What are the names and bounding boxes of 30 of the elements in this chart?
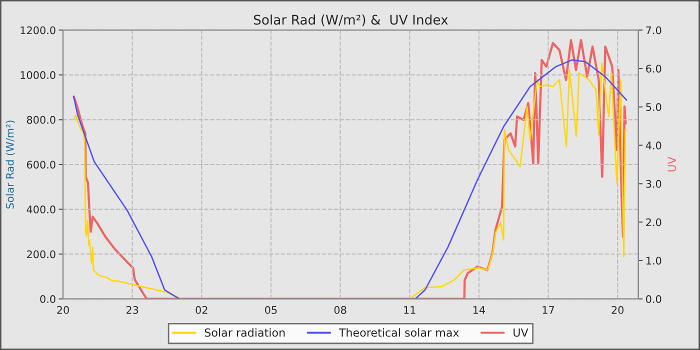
y-tick-label: 800.0	[26, 116, 56, 124]
y-tick-label: 1000.0	[20, 71, 56, 80]
y2-tick-label: 1.0	[646, 256, 662, 265]
y-tick-label: 0.0	[40, 295, 56, 304]
x-tick-label: 17	[542, 306, 554, 314]
y2-tick-label: 0.0	[646, 295, 662, 304]
x-tick-label: 14	[473, 306, 485, 314]
y2-axis-title: UV	[668, 156, 676, 172]
x-tick-label: 20	[57, 306, 69, 314]
y-axis-title: Solar Rad (W/m²)	[6, 120, 16, 209]
x-tick-label: 02	[196, 306, 208, 314]
y2-tick-label: 4.0	[646, 142, 662, 150]
y-tick-label: 600.0	[26, 160, 56, 169]
legend-label: Solar radiation	[204, 328, 285, 337]
x-tick-label: 05	[265, 306, 277, 314]
y2-tick-label: 5.0	[646, 103, 662, 112]
y2-tick-label: 3.0	[646, 180, 662, 188]
y2-tick-label: 6.0	[646, 64, 662, 73]
y-tick-label: 200.0	[27, 250, 56, 258]
x-tick-label: 20	[612, 306, 624, 314]
y2-tick-label: 7.0	[646, 26, 662, 34]
y-tick-label: 400.0	[26, 206, 56, 214]
y2-tick-label: 2.0	[646, 218, 662, 226]
y-tick-label: 1200.0	[20, 26, 56, 34]
x-tick-label: 08	[334, 306, 346, 314]
chart-title: Solar Rad (W/m²) & UV Index	[254, 14, 448, 26]
x-tick-label: 23	[126, 306, 138, 314]
legend-label: UV	[514, 328, 528, 337]
legend-label: Theoretical solar max	[338, 328, 459, 337]
x-tick-label: 11	[404, 306, 416, 314]
